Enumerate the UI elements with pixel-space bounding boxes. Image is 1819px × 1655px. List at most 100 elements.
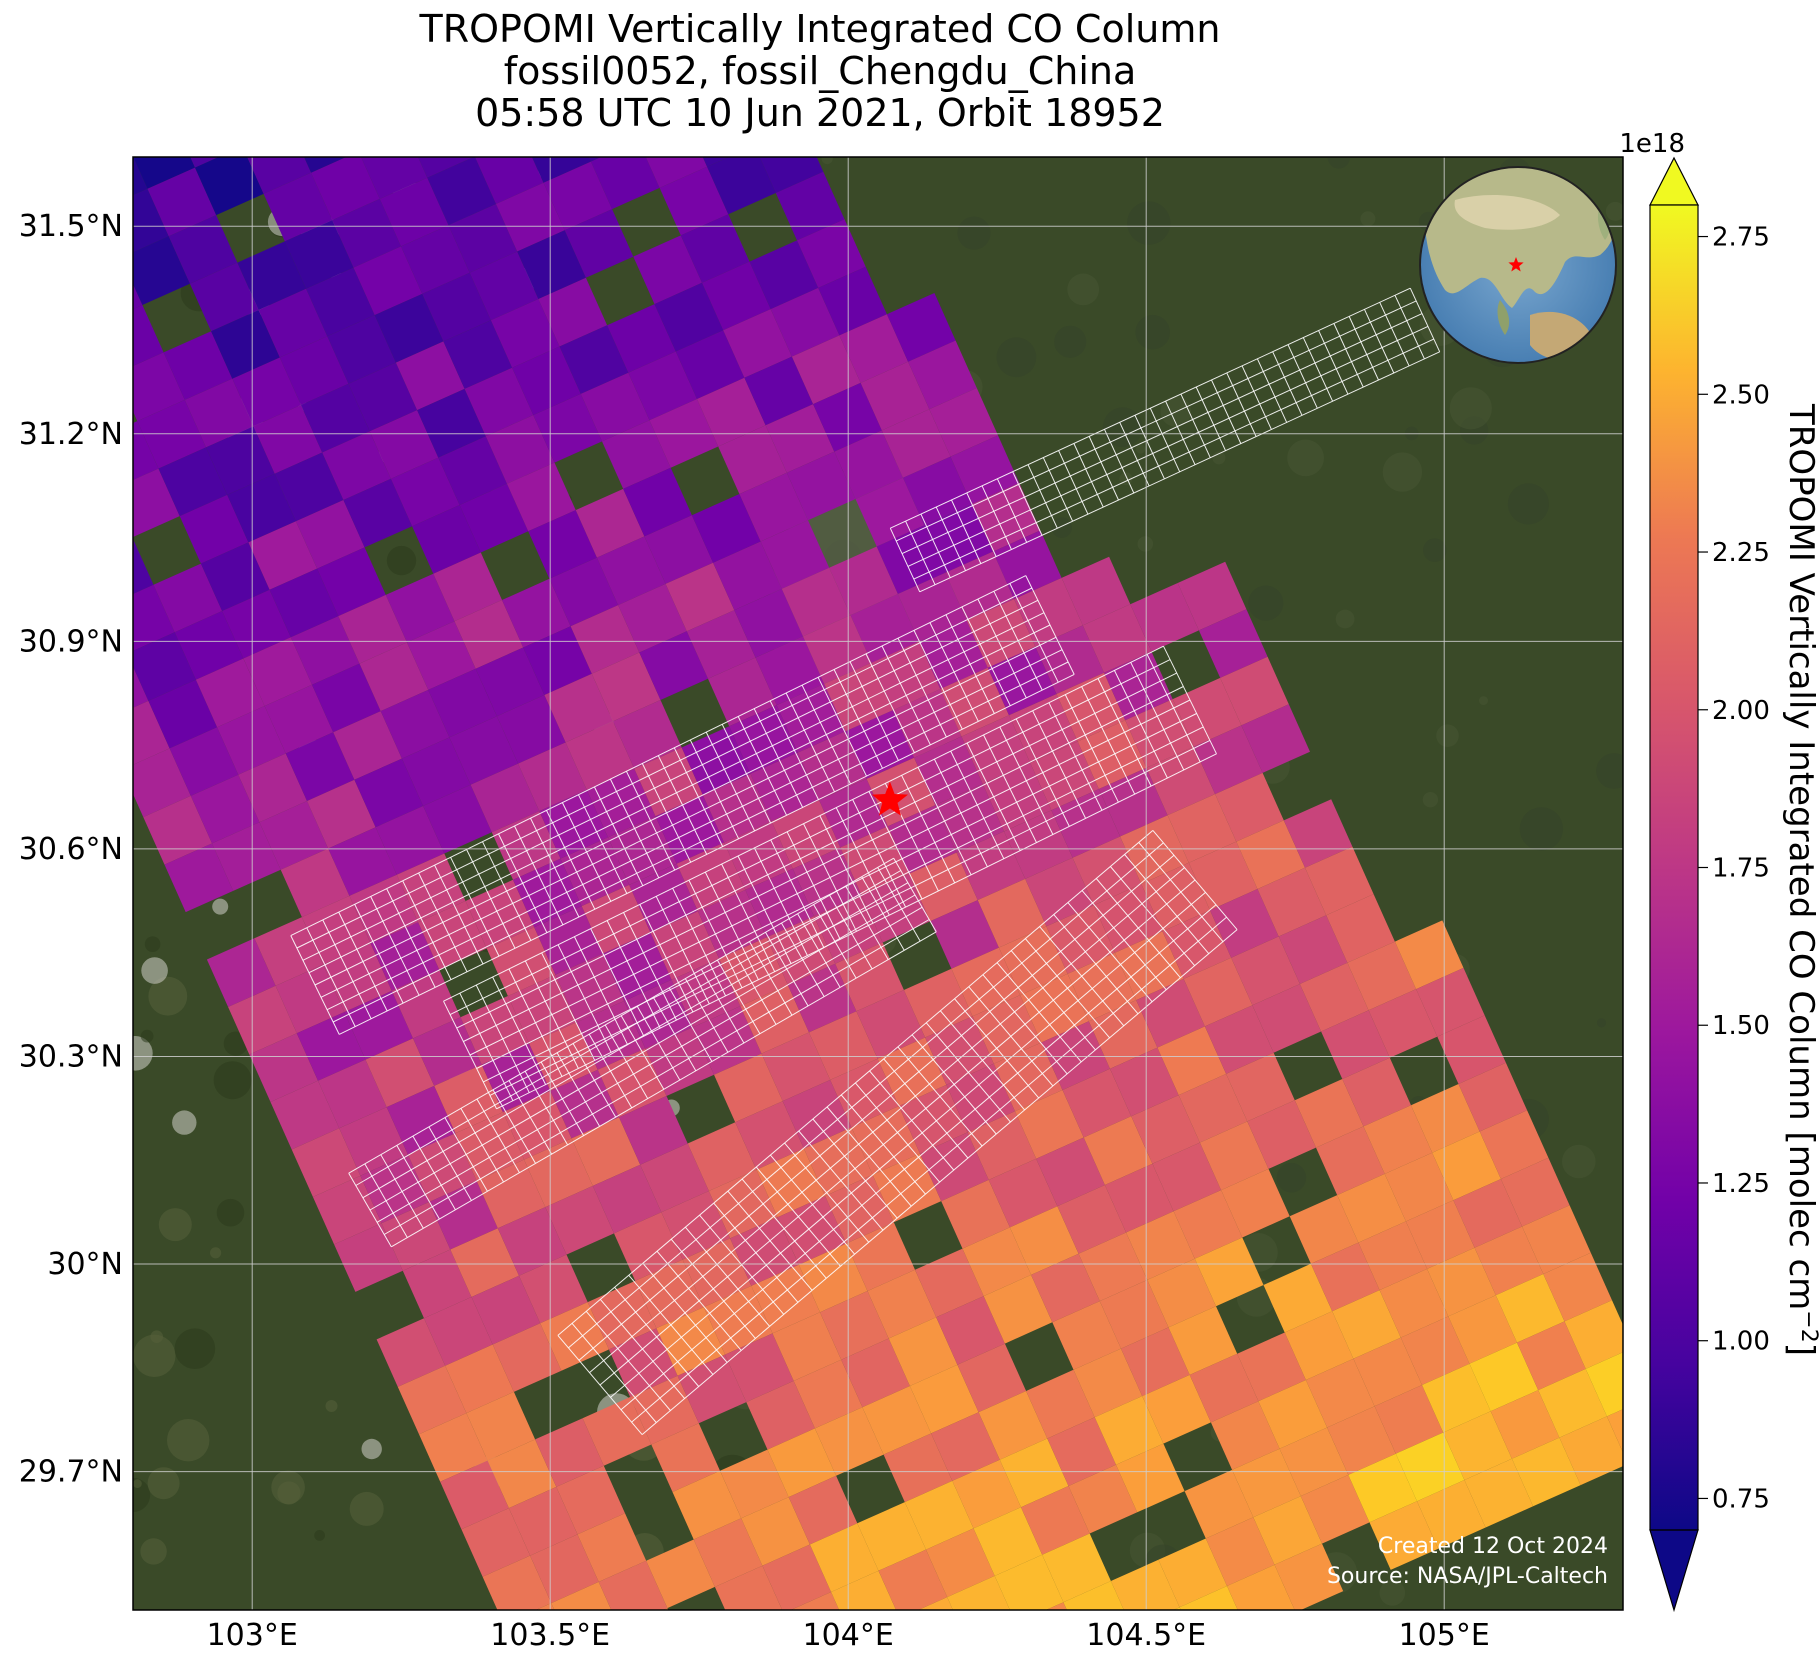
co-pixel — [528, 510, 597, 579]
co-pixel — [206, 426, 275, 495]
co-pixel — [530, 1534, 599, 1604]
co-pixel — [750, 752, 820, 822]
co-pixel — [587, 1280, 657, 1350]
co-pixel — [133, 283, 143, 310]
co-pixel — [1495, 1274, 1565, 1343]
target-site[interactable] — [871, 781, 908, 816]
co-pixel — [361, 157, 428, 199]
co-pixel — [714, 1053, 783, 1123]
footprint-line — [296, 587, 1033, 949]
co-pixel — [1210, 1401, 1280, 1470]
co-pixel — [1368, 989, 1438, 1058]
co-pixel — [259, 801, 329, 870]
co-pixel — [982, 762, 1052, 832]
co-pixel — [786, 451, 856, 521]
co-pixel — [855, 477, 925, 547]
co-pixel — [720, 1449, 789, 1519]
footprint-line — [1287, 344, 1318, 409]
map-area[interactable]: Created 12 Oct 2024 Source: NASA/JPL-Cal… — [74, 77, 1676, 1655]
co-pixel — [1606, 1409, 1623, 1453]
co-pixel — [269, 568, 339, 638]
co-pixel — [133, 700, 170, 765]
co-pixel — [433, 552, 502, 622]
co-pixel — [718, 425, 787, 494]
co-pixel — [714, 1565, 783, 1610]
co-pixel — [582, 1397, 652, 1466]
co-pixel — [607, 304, 676, 373]
co-pixel — [1031, 1253, 1100, 1323]
co-pixel — [646, 1539, 715, 1609]
co-pixel — [295, 500, 365, 569]
co-pixel — [1348, 1453, 1417, 1523]
target-star-marker[interactable] — [871, 781, 908, 816]
co-pixel — [247, 157, 312, 194]
co-pixel — [903, 968, 973, 1038]
co-pixel — [782, 1079, 852, 1149]
footprint-line — [326, 649, 1063, 1011]
footprint-line — [383, 919, 930, 1235]
footprint-line — [338, 673, 1075, 1035]
co-pixel — [1205, 1517, 1275, 1586]
terrain-patch — [1605, 201, 1623, 221]
co-pixel — [640, 1143, 709, 1213]
co-pixel — [1009, 1206, 1079, 1275]
co-pixel — [1374, 1385, 1444, 1454]
co-pixel — [1284, 1311, 1354, 1380]
colorbar-tick-label: 2.25 — [1712, 538, 1770, 568]
co-pixel — [369, 410, 439, 479]
co-pixel — [396, 853, 466, 923]
co-pixel — [935, 783, 1004, 853]
co-pixel — [296, 1012, 366, 1081]
co-pixel — [317, 547, 386, 617]
co-pixel — [945, 551, 1015, 621]
footprint-line — [1333, 323, 1364, 388]
terrain-patch — [1553, 1568, 1565, 1580]
co-pixel — [1073, 1348, 1143, 1418]
terrain-patch — [1562, 1144, 1596, 1179]
co-pixel — [323, 943, 392, 1013]
co-pixel — [918, 1597, 953, 1610]
latitude-tick-labels: 29.7°N 30°N 30.3°N 30.6°N 30.9°N 31.2°N 31.5°N — [19, 209, 123, 1489]
terrain-patch — [133, 1334, 176, 1378]
co-pixel — [304, 157, 347, 173]
colorbar-tick-label: 2.50 — [1712, 380, 1770, 410]
footprint-line — [1088, 436, 1119, 501]
terrain-patch — [144, 936, 161, 952]
co-pixel — [1253, 1496, 1322, 1565]
footprint-line — [905, 520, 936, 585]
footprint-line — [1318, 330, 1349, 395]
co-pixel — [475, 157, 544, 204]
co-pixel — [518, 742, 587, 812]
footprint-line — [1058, 450, 1089, 515]
co-pixel — [628, 351, 697, 421]
terrain-patch — [1596, 753, 1623, 789]
co-pixel — [1448, 1295, 1517, 1364]
co-pixel — [264, 684, 334, 754]
co-pixel — [253, 405, 323, 474]
co-pixel — [195, 157, 264, 216]
terrain-patch — [133, 1036, 153, 1071]
footprint-line — [1348, 316, 1379, 381]
co-pixel — [1172, 677, 1242, 747]
co-pixel — [645, 1027, 714, 1096]
co-pixel — [908, 340, 977, 410]
co-pixel — [702, 157, 729, 167]
co-pixel — [819, 778, 888, 848]
lon-tick-label: 105°E — [1399, 1618, 1490, 1653]
footprint-line — [1073, 443, 1104, 508]
co-pixel — [1300, 1474, 1370, 1544]
co-pixel — [1283, 799, 1353, 868]
co-pixel — [428, 668, 497, 738]
co-pixel — [133, 157, 148, 196]
co-pixel — [820, 1291, 889, 1360]
co-pixel — [322, 431, 391, 500]
footprint-line — [1409, 287, 1441, 353]
title-line-3: 05:58 UTC 10 Jun 2021, Orbit 18952 — [475, 91, 1165, 135]
globe-target-marker — [1508, 257, 1524, 272]
co-pixel — [1061, 556, 1131, 626]
globe-land — [1423, 167, 1616, 360]
co-pixel — [365, 1038, 435, 1108]
co-pixel — [994, 1554, 1064, 1610]
co-pixel — [311, 157, 380, 221]
terrain-patch — [174, 1328, 216, 1369]
